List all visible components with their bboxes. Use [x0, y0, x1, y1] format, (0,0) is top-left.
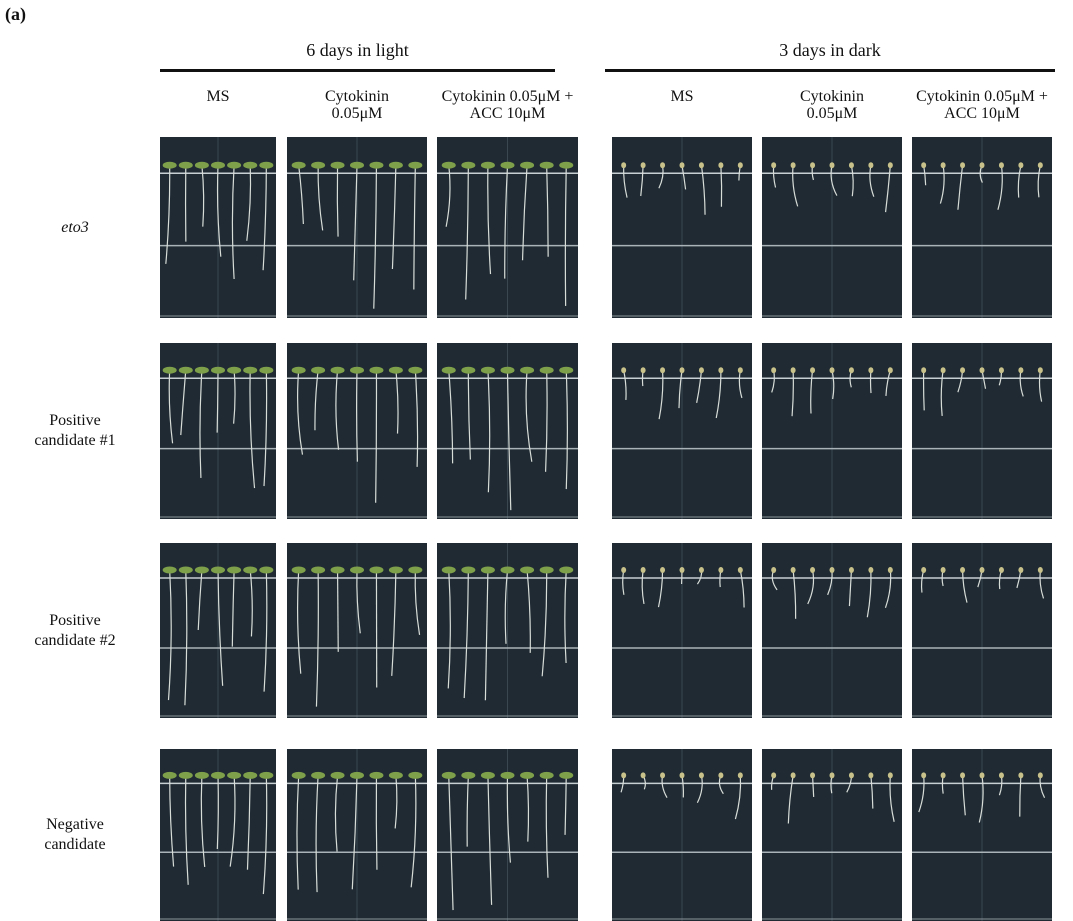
seedling-photo [762, 749, 902, 921]
seedling-photo [912, 137, 1052, 318]
seedling-photo [912, 543, 1052, 718]
seedling-photo [160, 749, 276, 921]
seedling-photo [287, 543, 427, 718]
seedling-photo [612, 749, 752, 921]
seedling-photo [287, 749, 427, 921]
seedling-photo [437, 137, 578, 318]
seedling-photo [762, 343, 902, 519]
seedling-photo [912, 343, 1052, 519]
row-label: Positive [0, 611, 150, 631]
column-header: ACC 10μM [892, 105, 1072, 122]
group-rule [160, 69, 555, 72]
seedling-photo [437, 749, 578, 921]
seedling-photo [762, 543, 902, 718]
seedling-photo [160, 543, 276, 718]
row-label: candidate #1 [0, 431, 150, 451]
row-label: candidate #2 [0, 631, 150, 651]
row-label: eto3 [0, 218, 150, 238]
row-label: candidate [0, 835, 150, 855]
figure: (a) 6 days in lightMSCytokinin0.05μMCyto… [0, 0, 1073, 921]
seedling-photo [160, 137, 276, 318]
column-header: ACC 10μM [418, 105, 598, 122]
column-header: Cytokinin 0.05μM + [892, 88, 1072, 105]
group-title: 3 days in dark [605, 42, 1055, 59]
row-label: Positive [0, 411, 150, 431]
group-title: 6 days in light [160, 42, 555, 59]
seedling-photo [437, 343, 578, 519]
seedling-photo [612, 137, 752, 318]
group-rule [605, 69, 1055, 72]
row-label: Negative [0, 815, 150, 835]
panel-label: (a) [5, 6, 26, 23]
seedling-photo [287, 137, 427, 318]
seedling-photo [160, 343, 276, 519]
seedling-photo [287, 343, 427, 519]
seedling-photo [762, 137, 902, 318]
seedling-photo [912, 749, 1052, 921]
seedling-photo [612, 343, 752, 519]
column-header: Cytokinin 0.05μM + [418, 88, 598, 105]
seedling-photo [612, 543, 752, 718]
seedling-photo [437, 543, 578, 718]
